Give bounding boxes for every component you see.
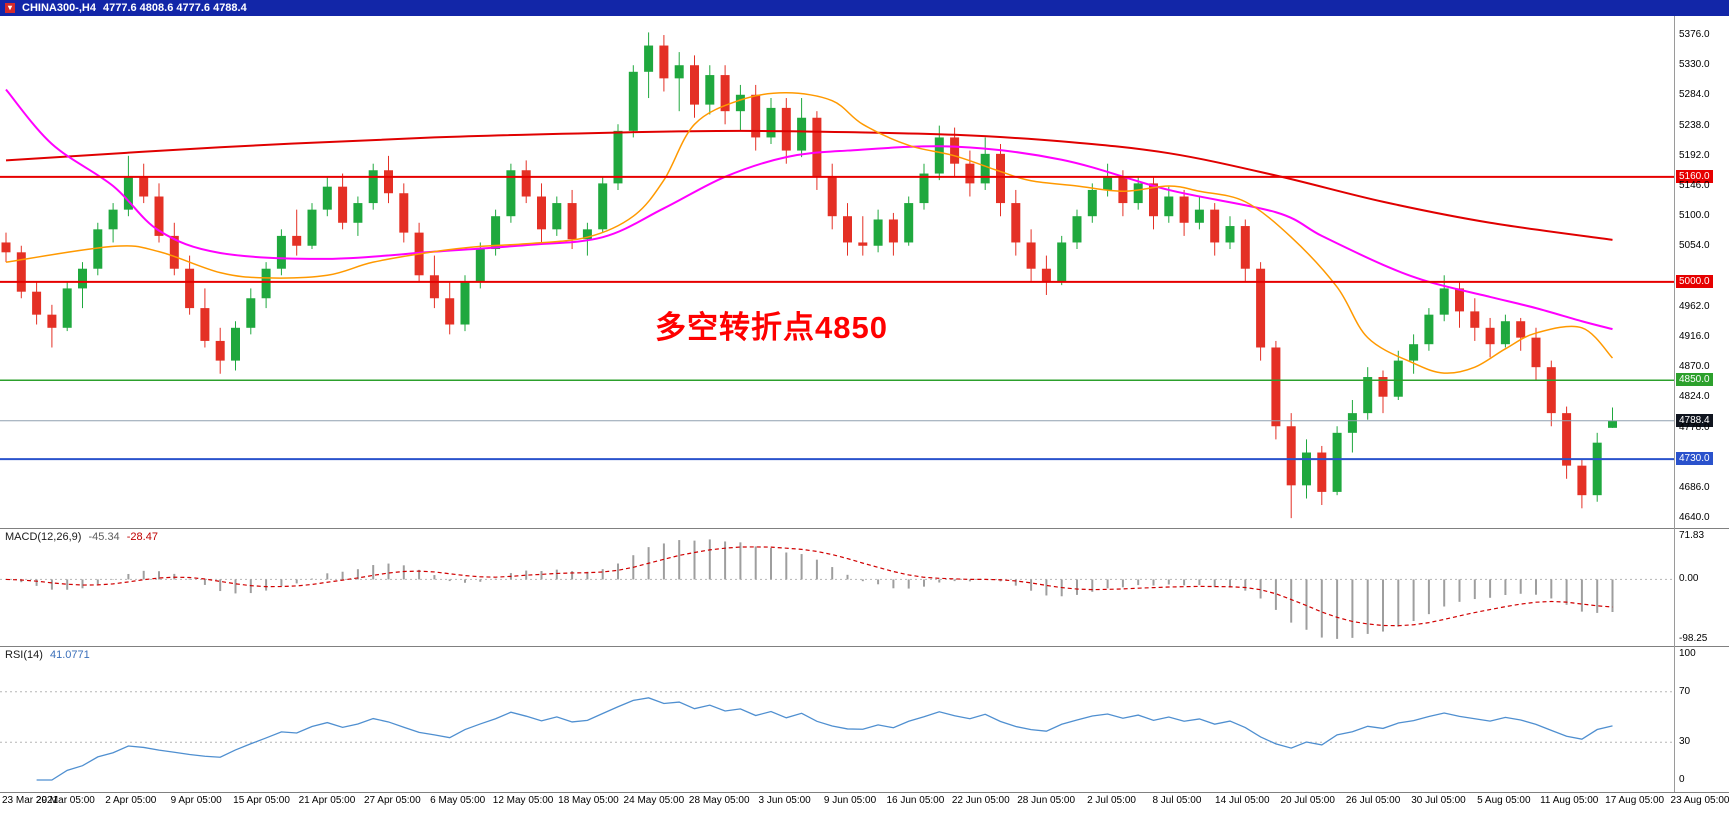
rsi-line (36, 697, 1613, 781)
y-axis-tick: 4916.0 (1679, 330, 1710, 342)
rsi-axis-tick: 70 (1679, 685, 1691, 697)
candles (1, 32, 1617, 519)
time-scale[interactable] (0, 792, 1729, 812)
main-chart-panel[interactable]: 多空转折点4850 5160.0 5000.0 4850.0 4730.0 4788.4… (0, 16, 1729, 528)
x-axis-label: 30 Jul 05:00 (1411, 795, 1466, 806)
x-axis-label: 9 Apr 05:00 (170, 795, 222, 806)
macd-axis-tick: 0.00 (1679, 573, 1699, 585)
macd-axis-tick: 71.83 (1679, 529, 1705, 541)
y-axis-tick: 4640.0 (1679, 512, 1710, 524)
macd-axis-tick: -98.25 (1679, 632, 1708, 644)
rsi-axis-tick: 0 (1679, 774, 1685, 785)
x-axis-label: 26 Jul 05:00 (1345, 795, 1401, 806)
price-badge-4730.0: 4730.0 (1676, 452, 1713, 466)
chart-icon (5, 3, 15, 13)
y-axis-tick: 5192.0 (1679, 149, 1710, 161)
rsi-axis-tick: 30 (1679, 736, 1691, 748)
price-scale[interactable] (1675, 16, 1729, 792)
x-axis-label: 27 Apr 05:00 (363, 795, 421, 806)
x-axis-label: 24 May 05:00 (623, 795, 685, 806)
x-axis-label: 6 May 05:00 (430, 795, 486, 806)
ma-line-mid-magenta (5, 88, 1613, 331)
rsi-canvas[interactable] (0, 646, 1729, 792)
x-axis-label: 20 Jul 05:00 (1280, 795, 1335, 806)
price-badge-5160.0: 5160.0 (1676, 169, 1713, 183)
x-axis-label: 18 May 05:00 (558, 795, 619, 806)
y-axis-tick: 5100.0 (1679, 210, 1710, 222)
x-axis-label: 12 May 05:00 (492, 795, 554, 806)
scale-separator (1674, 16, 1675, 792)
x-axis-label: 23 Mar 2021 (2, 795, 59, 806)
rsi-name: RSI(14) (5, 649, 43, 661)
x-axis-label: 28 May 05:00 (688, 795, 750, 806)
panel-separator (0, 792, 1729, 793)
panel-separator[interactable] (0, 646, 1729, 647)
x-axis-label: 21 Apr 05:00 (298, 795, 356, 806)
time-axis-panel: 23 Mar 2021 29 Mar 05:00 2 Apr 05:00 9 Apr … (0, 792, 1729, 837)
current-price-badge: 4788.4 (1676, 413, 1713, 427)
y-axis-tick: 5376.0 (1679, 29, 1710, 41)
panel-separator[interactable] (0, 528, 1729, 529)
annotation-text: 多空转折点4850 (655, 310, 888, 345)
ma-line-slow-red (5, 129, 1613, 241)
price-badge-4850.0: 4850.0 (1676, 373, 1713, 387)
x-axis-label: 2 Apr 05:00 (105, 795, 157, 806)
x-axis-label: 3 Jun 05:00 (758, 795, 811, 806)
rsi-value: 41.0771 (49, 649, 90, 661)
x-axis-label: 28 Jun 05:00 (1017, 795, 1076, 806)
macd-name: MACD(12,26,9) (5, 531, 82, 543)
x-axis-label: 14 Jul 05:00 (1215, 795, 1270, 806)
window-title-ohlc: 4777.6 4808.6 4777.6 4788.4 (102, 2, 247, 14)
rsi-label: RSI(14) 41.0771 (5, 649, 94, 661)
y-axis-tick: 4962.0 (1679, 300, 1710, 312)
y-axis-tick: 4778.0 (1679, 421, 1710, 433)
macd-histogram (20, 539, 1614, 639)
main-chart-canvas[interactable] (0, 16, 1729, 528)
x-axis-label: 2 Jul 05:00 (1087, 795, 1136, 806)
x-axis-label: 22 Jun 05:00 (951, 795, 1010, 806)
rsi-panel[interactable]: RSI(14) 41.0771 100 70 30 0 (0, 646, 1729, 792)
window-title-symbol: CHINA300-,H4 (22, 2, 96, 14)
ma-line-fast-orange (5, 92, 1614, 374)
x-axis-label: 23 Aug 05:00 (1670, 795, 1729, 806)
y-axis-tick: 5238.0 (1679, 119, 1710, 131)
rsi-axis-tick: 100 (1679, 648, 1696, 659)
x-axis-label: 8 Jul 05:00 (1152, 795, 1202, 806)
macd-value-signal: -28.47 (126, 531, 158, 543)
y-axis-tick: 5054.0 (1679, 240, 1710, 252)
x-axis-label: 11 Aug 05:00 (1540, 795, 1599, 806)
y-axis-tick: 4870.0 (1679, 361, 1710, 373)
x-axis-label: 5 Aug 05:00 (1477, 795, 1531, 806)
x-axis-label: 17 Aug 05:00 (1605, 795, 1665, 806)
price-badge-5000.0: 5000.0 (1676, 274, 1713, 288)
macd-value-main: -45.34 (88, 531, 120, 543)
x-axis-label: 29 Mar 05:00 (35, 795, 95, 806)
macd-label: MACD(12,26,9) -45.34 -28.47 (5, 531, 162, 543)
y-axis-tick: 4686.0 (1679, 481, 1710, 493)
x-axis-label: 15 Apr 05:00 (233, 795, 290, 806)
x-axis-label: 9 Jun 05:00 (823, 795, 877, 806)
x-axis-label: 16 Jun 05:00 (886, 795, 945, 806)
window-titlebar[interactable]: CHINA300-,H4 4777.6 4808.6 4777.6 4788.4 (0, 0, 1729, 16)
y-axis-tick: 5284.0 (1679, 89, 1710, 101)
y-axis-tick: 5330.0 (1679, 59, 1710, 71)
y-axis-tick: 5146.0 (1679, 180, 1710, 191)
macd-signal-line (5, 546, 1613, 627)
macd-canvas[interactable] (0, 528, 1729, 646)
y-axis-tick: 4824.0 (1679, 391, 1710, 403)
macd-panel[interactable]: MACD(12,26,9) -45.34 -28.47 71.83 0.00 -98… (0, 528, 1729, 646)
